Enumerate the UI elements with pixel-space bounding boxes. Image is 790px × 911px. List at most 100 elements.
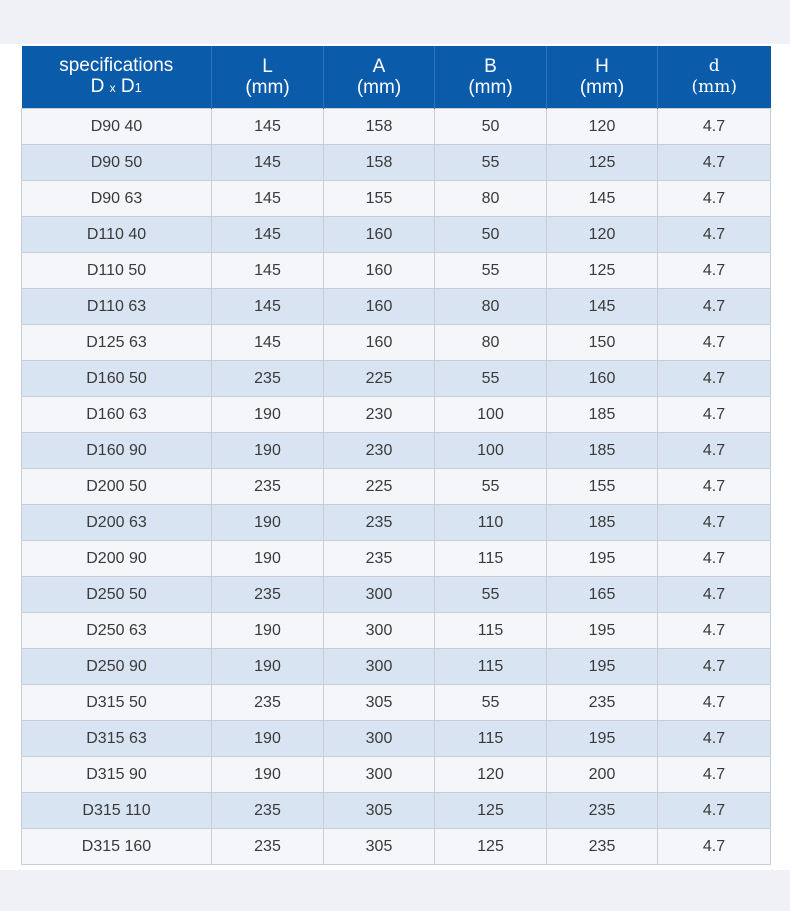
a-cell: 305 — [323, 684, 435, 721]
l-cell: 235 — [211, 360, 324, 397]
table-row: D200 50 235 225 55 155 4.7 — [21, 468, 771, 505]
table-row: D160 63 190 230 100 185 4.7 — [21, 396, 771, 433]
header-a-name: A — [372, 56, 386, 77]
table-row: D110 40 145 160 50 120 4.7 — [21, 216, 771, 253]
table-row: D200 90 190 235 115 195 4.7 — [21, 540, 771, 577]
spec-cell: D160 90 — [21, 432, 212, 469]
h-cell: 195 — [546, 648, 658, 685]
header-a: A (mm) — [323, 46, 435, 109]
h-cell: 195 — [546, 720, 658, 757]
a-cell: 225 — [323, 360, 435, 397]
table-row: D110 63 145 160 80 145 4.7 — [21, 288, 771, 325]
b-cell: 80 — [434, 180, 547, 217]
a-cell: 305 — [323, 792, 435, 829]
h-cell: 195 — [546, 540, 658, 577]
a-cell: 160 — [323, 288, 435, 325]
h-cell: 185 — [546, 432, 658, 469]
header-b-unit: (mm) — [468, 77, 513, 98]
a-cell: 155 — [323, 180, 435, 217]
l-cell: 235 — [211, 576, 324, 613]
formula-x: x — [109, 81, 116, 95]
header-d-name: d — [708, 56, 720, 76]
l-cell: 235 — [211, 684, 324, 721]
b-cell: 115 — [434, 720, 547, 757]
d-cell: 4.7 — [657, 324, 771, 361]
d-cell: 4.7 — [657, 828, 771, 865]
a-cell: 305 — [323, 828, 435, 865]
spec-cell: D250 63 — [21, 612, 212, 649]
spec-cell: D250 50 — [21, 576, 212, 613]
table-row: D200 63 190 235 110 185 4.7 — [21, 504, 771, 541]
h-cell: 165 — [546, 576, 658, 613]
d-cell: 4.7 — [657, 648, 771, 685]
table-row: D90 50 145 158 55 125 4.7 — [21, 144, 771, 181]
d-cell: 4.7 — [657, 756, 771, 793]
b-cell: 55 — [434, 468, 547, 505]
spec-cell: D315 63 — [21, 720, 212, 757]
header-h-name: H — [595, 56, 609, 77]
table-header-row: specifications D x D1 L (mm) A (mm) B (m… — [21, 46, 771, 109]
h-cell: 235 — [546, 684, 658, 721]
h-cell: 125 — [546, 144, 658, 181]
spec-cell: D90 40 — [21, 108, 212, 145]
a-cell: 230 — [323, 396, 435, 433]
header-b-name: B — [484, 56, 497, 77]
a-cell: 158 — [323, 144, 435, 181]
header-l-unit: (mm) — [245, 77, 290, 98]
formula-d: D — [90, 76, 105, 97]
spec-cell: D315 50 — [21, 684, 212, 721]
header-d-unit: (mm) — [691, 77, 737, 97]
d-cell: 4.7 — [657, 216, 771, 253]
table-row: D160 50 235 225 55 160 4.7 — [21, 360, 771, 397]
spec-cell: D200 90 — [21, 540, 212, 577]
table-row: D250 90 190 300 115 195 4.7 — [21, 648, 771, 685]
a-cell: 230 — [323, 432, 435, 469]
header-specifications-label: specifications — [59, 55, 174, 76]
header-d: d (mm) — [657, 46, 771, 109]
spec-cell: D315 160 — [21, 828, 212, 865]
b-cell: 100 — [434, 432, 547, 469]
a-cell: 225 — [323, 468, 435, 505]
b-cell: 55 — [434, 144, 547, 181]
table-row: D90 63 145 155 80 145 4.7 — [21, 180, 771, 217]
table-row: D160 90 190 230 100 185 4.7 — [21, 432, 771, 469]
table-row: D110 50 145 160 55 125 4.7 — [21, 252, 771, 289]
spec-cell: D110 63 — [21, 288, 212, 325]
header-specifications: specifications D x D1 — [21, 46, 212, 109]
b-cell: 125 — [434, 828, 547, 865]
b-cell: 50 — [434, 216, 547, 253]
b-cell: 120 — [434, 756, 547, 793]
a-cell: 160 — [323, 252, 435, 289]
specifications-table: specifications D x D1 L (mm) A (mm) B (m… — [21, 46, 771, 865]
spec-cell: D250 90 — [21, 648, 212, 685]
b-cell: 80 — [434, 324, 547, 361]
table-row: D315 160 235 305 125 235 4.7 — [21, 828, 771, 865]
header-specifications-formula: D x D1 — [22, 76, 212, 99]
d-cell: 4.7 — [657, 108, 771, 145]
d-cell: 4.7 — [657, 540, 771, 577]
l-cell: 145 — [211, 144, 324, 181]
b-cell: 125 — [434, 792, 547, 829]
h-cell: 200 — [546, 756, 658, 793]
h-cell: 155 — [546, 468, 658, 505]
d-cell: 4.7 — [657, 252, 771, 289]
b-cell: 115 — [434, 540, 547, 577]
l-cell: 190 — [211, 720, 324, 757]
a-cell: 300 — [323, 756, 435, 793]
l-cell: 190 — [211, 612, 324, 649]
l-cell: 235 — [211, 828, 324, 865]
b-cell: 55 — [434, 252, 547, 289]
header-b: B (mm) — [434, 46, 547, 109]
l-cell: 190 — [211, 540, 324, 577]
l-cell: 145 — [211, 252, 324, 289]
spec-cell: D125 63 — [21, 324, 212, 361]
h-cell: 235 — [546, 828, 658, 865]
table-row: D125 63 145 160 80 150 4.7 — [21, 324, 771, 361]
h-cell: 195 — [546, 612, 658, 649]
table-row: D90 40 145 158 50 120 4.7 — [21, 108, 771, 145]
l-cell: 235 — [211, 468, 324, 505]
l-cell: 190 — [211, 432, 324, 469]
b-cell: 55 — [434, 360, 547, 397]
b-cell: 50 — [434, 108, 547, 145]
a-cell: 300 — [323, 612, 435, 649]
